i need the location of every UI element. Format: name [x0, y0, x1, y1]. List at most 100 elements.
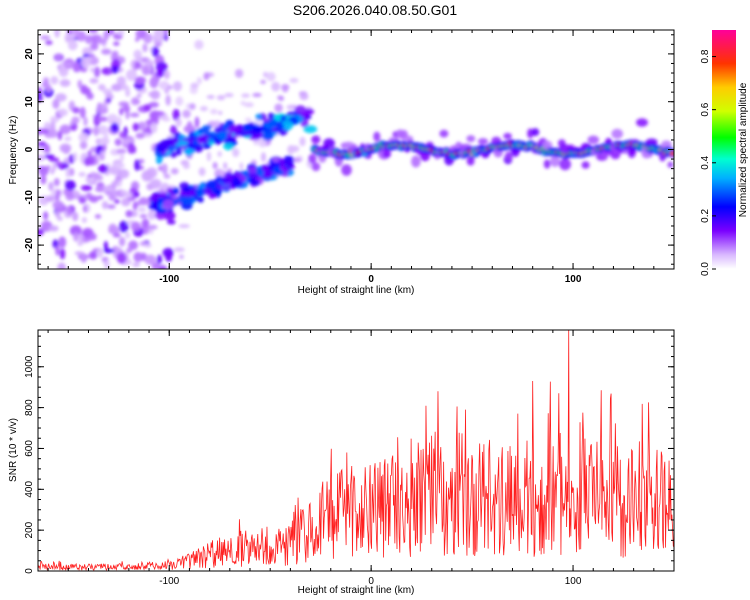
spectral-blob: [195, 188, 205, 197]
spectral-blob: [242, 123, 252, 133]
spectral-blob: [271, 81, 281, 92]
spectral-blob: [543, 159, 551, 169]
colorbar-tick-label: 0.8: [700, 49, 711, 63]
spectral-blob: [172, 187, 179, 195]
colorbar-tick-label: 0.4: [700, 155, 711, 169]
spectral-blob: [203, 72, 210, 81]
spectral-blob: [150, 178, 162, 188]
spectral-blob: [267, 119, 278, 127]
spectral-blob: [153, 30, 165, 40]
spectral-blob: [54, 53, 63, 61]
spectral-blob: [117, 180, 122, 188]
spectral-blob: [255, 167, 263, 176]
x-tick-label: -100: [159, 576, 179, 587]
spectral-blob: [58, 236, 67, 248]
spectral-blob: [77, 79, 83, 89]
spectral-blob: [214, 188, 222, 198]
spectral-blob: [311, 162, 321, 172]
spectral-blob: [79, 106, 86, 119]
spectral-blob: [636, 118, 648, 127]
spectral-blob: [147, 224, 158, 230]
spectral-blob: [150, 89, 161, 100]
spectral-blob: [40, 35, 51, 40]
spectral-blob: [138, 197, 149, 206]
spectral-blob: [197, 127, 210, 134]
spectral-blob: [80, 253, 87, 264]
spectral-blob: [132, 122, 140, 132]
spectral-blob: [239, 162, 244, 171]
spectral-blob: [97, 116, 109, 122]
spectral-blob: [186, 120, 193, 131]
spectral-blob: [165, 94, 171, 106]
spectral-blob: [78, 196, 87, 204]
spectral-blob: [299, 93, 309, 101]
spectral-blob: [581, 161, 590, 169]
spectral-blob: [165, 251, 173, 262]
spectral-blob: [241, 93, 250, 98]
spectral-blob: [72, 211, 79, 222]
spectral-blob: [151, 46, 160, 57]
spectral-blob: [143, 33, 153, 44]
spectral-blob: [102, 88, 113, 95]
spectral-blob: [40, 174, 47, 185]
spectral-blob: [142, 43, 148, 53]
spectral-blob: [139, 214, 148, 219]
spectral-blob: [161, 163, 168, 175]
spectral-blob: [130, 221, 141, 232]
spectral-blob: [216, 94, 226, 101]
spectral-blob: [58, 65, 69, 77]
spectral-blob: [249, 179, 261, 187]
spectrogram-heatmap: [38, 30, 674, 269]
spectral-blob: [466, 156, 475, 166]
colorbar-tick-label: 0.0: [700, 262, 711, 276]
spectral-blob: [182, 109, 191, 119]
spectral-blob: [50, 76, 59, 85]
spectral-blob: [85, 155, 95, 166]
spectral-blob: [288, 111, 295, 116]
spectral-blob: [73, 61, 81, 72]
spectral-blob: [59, 143, 72, 153]
spectral-blob: [172, 108, 180, 121]
y-tick-label: 800: [24, 399, 35, 416]
spectral-blob: [56, 216, 63, 221]
spectral-blob: [158, 165, 163, 171]
spectral-blob: [125, 209, 133, 218]
spectral-blob: [107, 204, 116, 210]
spectral-blob: [285, 160, 294, 168]
x-tick-label: 0: [368, 274, 374, 285]
spectrogram-xlabel: Height of straight line (km): [298, 285, 415, 296]
spectral-blob: [163, 70, 170, 80]
spectral-blob: [48, 181, 54, 191]
x-tick-label: 100: [565, 576, 582, 587]
spectral-blob: [148, 195, 159, 203]
spectral-blob: [210, 108, 218, 115]
colorbar-gradient: [712, 30, 736, 269]
spectral-blob: [107, 113, 118, 123]
spectral-blob: [215, 168, 224, 179]
spectral-blob: [97, 195, 104, 200]
colorbar-tick-label: 0.2: [700, 209, 711, 223]
spectral-blob: [89, 42, 99, 51]
spectral-blob: [82, 205, 88, 213]
spectral-blob: [559, 158, 572, 171]
spectral-blob: [294, 105, 307, 114]
spectral-blob: [133, 251, 143, 263]
spectral-blob: [182, 163, 190, 170]
spectral-blob: [125, 90, 131, 97]
spectral-blob: [89, 78, 99, 84]
spectral-blob: [114, 138, 122, 146]
spectral-blob: [125, 191, 133, 199]
spectral-blob: [252, 125, 263, 133]
spectral-blob: [38, 87, 42, 94]
spectral-blob: [179, 254, 184, 259]
spectral-blob: [207, 137, 214, 142]
spectral-blob: [163, 173, 171, 179]
spectral-blob: [113, 162, 125, 169]
spectral-blob: [261, 164, 269, 173]
spectral-blob: [129, 112, 140, 118]
spectral-blob: [167, 85, 173, 90]
spectral-blob: [38, 141, 47, 147]
snr-plot-area: [38, 330, 674, 571]
